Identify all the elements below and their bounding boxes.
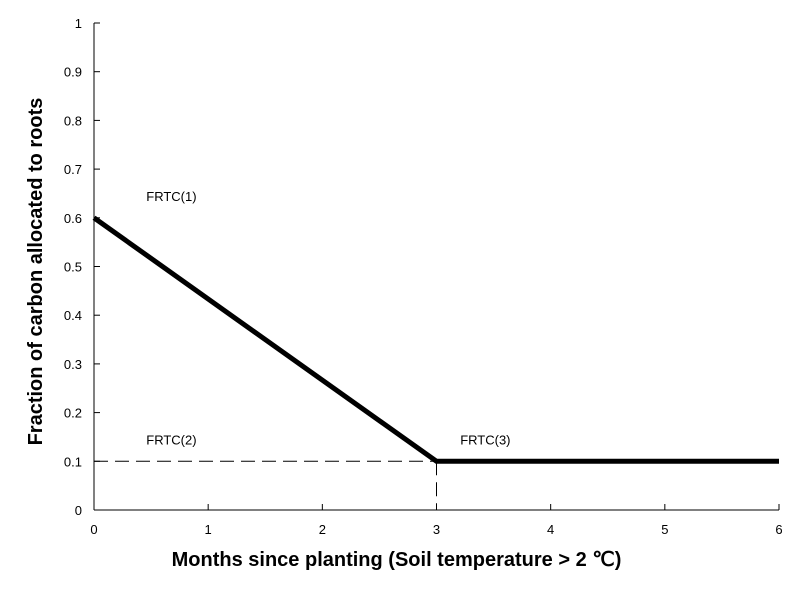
y-axis-title: Fraction of carbon allocated to roots bbox=[25, 98, 47, 446]
y-tick-label: 0.8 bbox=[64, 113, 82, 128]
annotations: FRTC(1) FRTC(2) FRTC(3) bbox=[146, 189, 510, 447]
x-tick-label: 0 bbox=[90, 522, 97, 537]
series-line bbox=[92, 215, 779, 464]
x-tick-label: 2 bbox=[319, 522, 326, 537]
x-tick-label: 1 bbox=[205, 522, 212, 537]
reference-lines bbox=[94, 460, 437, 510]
x-tick-label: 6 bbox=[775, 522, 782, 537]
x-axis-title: Months since planting (Soil temperature … bbox=[172, 549, 622, 571]
y-tick-label: 0.6 bbox=[64, 211, 82, 226]
series-layer bbox=[92, 215, 779, 464]
y-tick-label: 0.5 bbox=[64, 260, 82, 275]
y-tick-label: 0.7 bbox=[64, 162, 82, 177]
y-tick-label: 0.4 bbox=[64, 308, 82, 323]
y-tick-label: 0.1 bbox=[64, 454, 82, 469]
annotation-label: FRTC(3) bbox=[460, 432, 510, 447]
y-tick-label: 0.2 bbox=[64, 406, 82, 421]
x-tick-label: 5 bbox=[661, 522, 668, 537]
annotation-label: FRTC(1) bbox=[146, 189, 196, 204]
axes bbox=[93, 22, 780, 511]
tick-labels: 0 0.1 0.2 0.3 0.4 0.5 0.6 0.7 0.8 0.9 1 0 1 2 3 4 5 6 bbox=[64, 16, 783, 537]
y-tick-label: 0.9 bbox=[64, 65, 82, 80]
y-tick-label: 1 bbox=[75, 16, 82, 31]
x-tick-label: 3 bbox=[433, 522, 440, 537]
annotation-label: FRTC(2) bbox=[146, 432, 196, 447]
y-tick-label: 0.3 bbox=[64, 357, 82, 372]
x-tick-label: 4 bbox=[547, 522, 554, 537]
y-tick-label: 0 bbox=[75, 503, 82, 518]
